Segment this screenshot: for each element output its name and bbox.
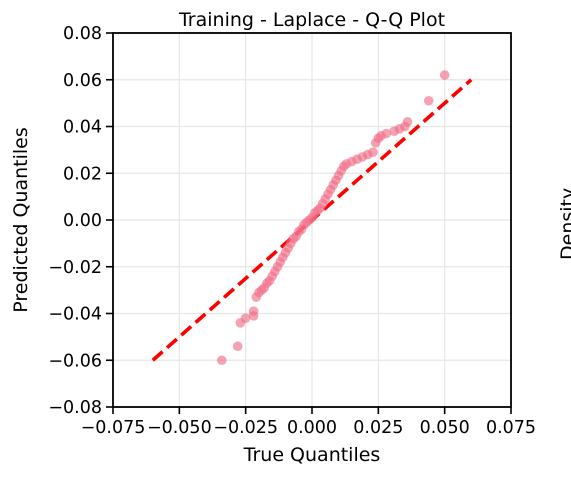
chart-title: Training - Laplace - Q-Q Plot — [178, 9, 445, 31]
x-tick-label: 0.075 — [486, 418, 536, 438]
y-axis-label: Predicted Quantiles — [10, 127, 32, 313]
y-tick-label: 0.08 — [63, 24, 102, 44]
x-tick-label: −0.050 — [147, 418, 212, 438]
data-point — [439, 70, 450, 80]
data-point — [232, 341, 243, 352]
data-point — [402, 117, 413, 127]
y-tick-label: 0.06 — [63, 71, 102, 91]
y-tick-label: 0.02 — [63, 164, 102, 184]
density-label-partial: Density — [557, 188, 571, 260]
x-axis-label: True Quantiles — [243, 444, 381, 466]
scatter-points — [216, 70, 450, 366]
x-axis-ticks: −0.075 −0.050 −0.025 0.000 0.025 0.050 0.075 — [81, 407, 536, 438]
data-point — [368, 147, 378, 158]
x-tick-label: 0.000 — [287, 418, 337, 438]
x-tick-label: −0.075 — [81, 418, 146, 438]
data-point — [423, 95, 434, 106]
x-tick-label: 0.050 — [420, 418, 470, 438]
x-tick-label: −0.025 — [213, 418, 278, 438]
x-tick-label: 0.025 — [353, 418, 403, 438]
y-tick-label: −0.06 — [48, 351, 102, 371]
data-point — [240, 313, 251, 323]
y-tick-label: −0.02 — [48, 258, 102, 278]
y-tick-label: 0.00 — [63, 211, 102, 231]
data-point — [216, 355, 227, 366]
y-tick-label: −0.04 — [48, 305, 102, 325]
y-axis-ticks: −0.08 −0.06 −0.04 −0.02 0.00 0.02 0.04 0.06 0.08 — [48, 24, 113, 418]
data-point — [248, 306, 259, 316]
y-tick-label: −0.08 — [48, 398, 102, 418]
data-point — [381, 128, 392, 139]
y-tick-label: 0.04 — [63, 118, 102, 138]
